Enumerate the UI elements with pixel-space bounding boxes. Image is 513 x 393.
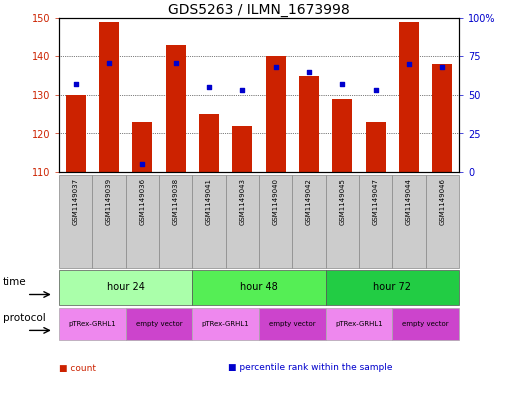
Text: GSM1149046: GSM1149046 — [440, 178, 445, 225]
Bar — [92, 175, 126, 268]
Bar — [299, 76, 319, 172]
Text: GSM1149037: GSM1149037 — [73, 178, 78, 225]
Text: empty vector: empty vector — [403, 321, 449, 327]
Bar — [392, 308, 459, 340]
Title: GDS5263 / ILMN_1673998: GDS5263 / ILMN_1673998 — [168, 3, 350, 17]
Text: GSM1149045: GSM1149045 — [340, 178, 345, 225]
Bar — [432, 64, 452, 172]
Text: pTRex-GRHL1: pTRex-GRHL1 — [335, 321, 383, 327]
Text: ■ percentile rank within the sample: ■ percentile rank within the sample — [228, 364, 393, 373]
Bar — [59, 175, 92, 268]
Bar — [159, 175, 192, 268]
Bar — [326, 270, 459, 305]
Bar — [226, 175, 259, 268]
Text: GSM1149036: GSM1149036 — [140, 178, 145, 225]
Bar — [392, 175, 426, 268]
Bar — [259, 175, 292, 268]
Bar — [426, 175, 459, 268]
Point — [105, 59, 113, 66]
Point — [238, 87, 246, 94]
Bar — [59, 270, 192, 305]
Text: pTRex-GRHL1: pTRex-GRHL1 — [68, 321, 116, 327]
Text: ■ count: ■ count — [59, 364, 96, 373]
Text: GSM1149042: GSM1149042 — [306, 178, 312, 225]
Point — [71, 81, 80, 87]
Point — [138, 161, 147, 167]
Text: pTRex-GRHL1: pTRex-GRHL1 — [202, 321, 250, 327]
Bar — [126, 308, 192, 340]
Text: hour 72: hour 72 — [373, 283, 411, 292]
Text: GSM1149043: GSM1149043 — [240, 178, 245, 225]
Bar — [99, 22, 119, 172]
Point — [171, 59, 180, 66]
Text: hour 48: hour 48 — [240, 283, 278, 292]
Text: empty vector: empty vector — [136, 321, 182, 327]
Bar — [366, 122, 386, 172]
Bar — [192, 175, 226, 268]
Text: GSM1149040: GSM1149040 — [273, 178, 279, 225]
Text: GSM1149039: GSM1149039 — [106, 178, 112, 225]
Bar — [232, 126, 252, 172]
Bar — [59, 308, 126, 340]
Bar — [192, 270, 326, 305]
Bar — [332, 99, 352, 172]
Text: hour 24: hour 24 — [107, 283, 145, 292]
Text: empty vector: empty vector — [269, 321, 315, 327]
Bar — [266, 57, 286, 172]
Bar — [326, 175, 359, 268]
Point — [205, 84, 213, 90]
Bar — [126, 175, 159, 268]
Text: protocol: protocol — [3, 313, 45, 323]
Bar — [199, 114, 219, 172]
Point — [338, 81, 346, 87]
Bar — [326, 308, 392, 340]
Text: GSM1149047: GSM1149047 — [373, 178, 379, 225]
Text: GSM1149041: GSM1149041 — [206, 178, 212, 225]
Bar — [66, 95, 86, 172]
Text: time: time — [3, 277, 26, 286]
Point — [438, 64, 446, 70]
Bar — [259, 308, 326, 340]
Point — [405, 61, 413, 67]
Bar — [399, 22, 419, 172]
Point — [371, 87, 380, 94]
Bar — [166, 45, 186, 172]
Bar — [359, 175, 392, 268]
Bar — [132, 122, 152, 172]
Point — [305, 69, 313, 75]
Bar — [192, 308, 259, 340]
Text: GSM1149044: GSM1149044 — [406, 178, 412, 225]
Text: GSM1149038: GSM1149038 — [173, 178, 179, 225]
Point — [271, 64, 280, 70]
Bar — [292, 175, 326, 268]
